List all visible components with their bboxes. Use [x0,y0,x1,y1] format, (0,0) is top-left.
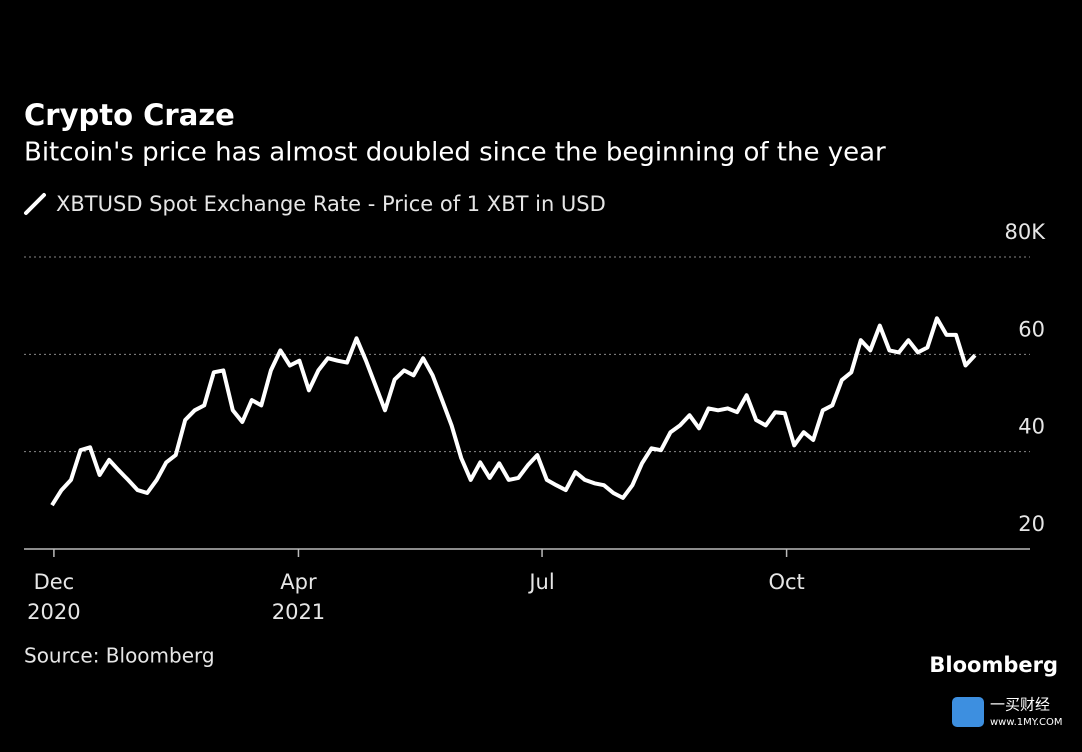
legend-swatch [24,193,46,215]
source: Source: Bloomberg [24,644,215,668]
price-line [50,316,977,507]
y-tick-label: 20 [1018,512,1045,536]
watermark-name: 一买财经 [990,696,1050,714]
x-tick-label: Dec [34,570,75,594]
watermark-logo [952,697,984,727]
brand: Bloomberg [929,653,1058,677]
x-tick-label: Jul [527,570,554,594]
y-tick-label: 60 [1018,317,1045,341]
chart-title: Crypto Craze [24,98,235,132]
x-tick-label: Apr [280,570,317,594]
chart-subtitle: Bitcoin's price has almost doubled since… [24,138,886,168]
x-tick-sublabel: 2021 [272,600,325,624]
y-tick-label: 40 [1018,415,1045,439]
y-tick-label: 80K [1005,220,1047,244]
x-tick-label: Oct [768,570,804,594]
x-tick-sublabel: 2020 [27,600,80,624]
watermark-url: www.1MY.COM [990,717,1063,728]
legend-label: XBTUSD Spot Exchange Rate - Price of 1 X… [56,192,606,216]
